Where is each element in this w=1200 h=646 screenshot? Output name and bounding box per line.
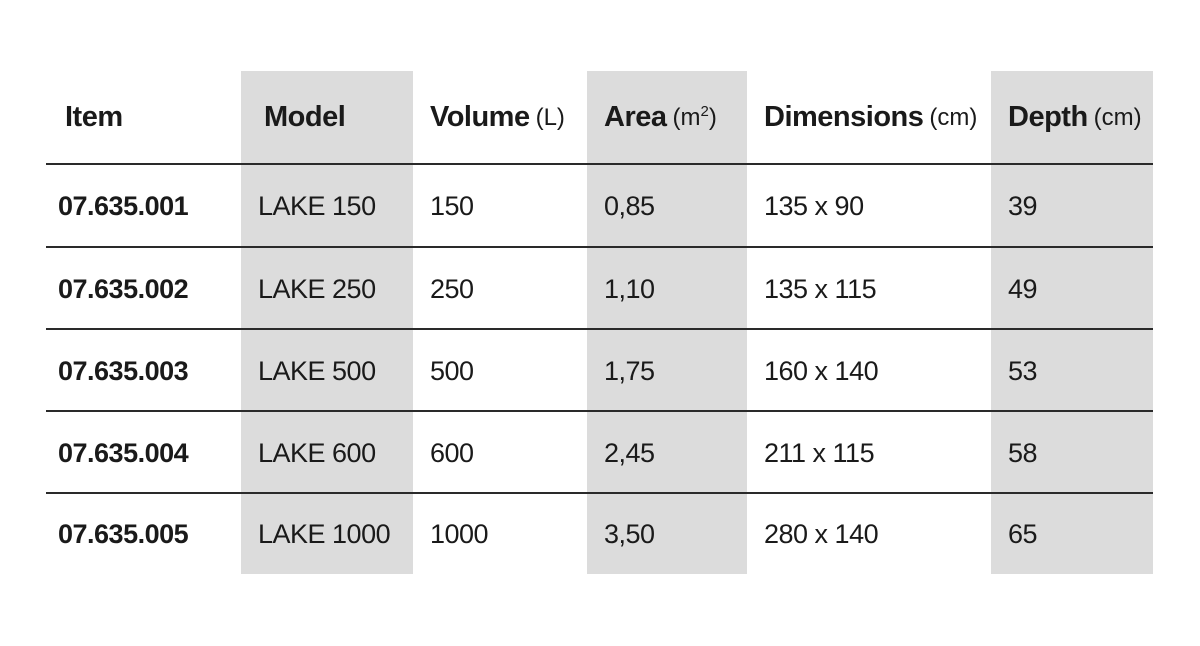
cell-item: 07.635.003 xyxy=(58,355,189,386)
cell-area: 0,85 xyxy=(604,190,655,221)
table-row: 07.635.005 LAKE 1000 1000 3,50 280 x 140… xyxy=(46,494,1153,574)
table-row: 07.635.001 LAKE 150 150 0,85 135 x 90 39 xyxy=(46,165,1153,247)
cell-depth: 58 xyxy=(1008,437,1038,468)
cell-item: 07.635.005 xyxy=(58,518,189,549)
model-column-shade xyxy=(241,71,413,574)
cell-area: 2,45 xyxy=(604,437,655,468)
cell-item: 07.635.001 xyxy=(58,190,189,221)
cell-volume: 150 xyxy=(430,190,474,221)
cell-area: 1,75 xyxy=(604,355,655,386)
table-row: 07.635.004 LAKE 600 600 2,45 211 x 115 5… xyxy=(46,412,1153,494)
table-row: 07.635.002 LAKE 250 250 1,10 135 x 115 4… xyxy=(46,248,1153,330)
cell-dimensions: 211 x 115 xyxy=(764,437,875,468)
cell-item: 07.635.004 xyxy=(58,437,189,468)
header-area: Area (m2) xyxy=(604,101,717,133)
cell-item: 07.635.002 xyxy=(58,273,189,304)
header-divider xyxy=(46,163,1153,165)
cell-area: 1,10 xyxy=(604,273,655,304)
table-header: Item Model Volume (L) Area (m2) Dimensions… xyxy=(46,71,1153,164)
cell-depth: 49 xyxy=(1008,273,1038,304)
table-row: 07.635.003 LAKE 500 500 1,75 160 x 140 5… xyxy=(46,330,1153,412)
header-volume: Volume (L) xyxy=(430,101,565,133)
cell-area: 3,50 xyxy=(604,518,655,549)
product-table: Item Model Volume (L) Area (m2) Dimensions… xyxy=(46,71,1153,574)
row-divider xyxy=(46,492,1153,494)
volume-unit: (L) xyxy=(535,103,565,131)
cell-model: LAKE 250 xyxy=(258,273,376,304)
area-column-shade xyxy=(587,71,747,574)
header-dimensions: Dimensions (cm) xyxy=(764,101,978,133)
row-divider xyxy=(46,246,1153,248)
area-unit: (m2) xyxy=(672,103,717,131)
cell-volume: 500 xyxy=(430,355,474,386)
cell-dimensions: 135 x 90 xyxy=(764,190,864,221)
cell-model: LAKE 1000 xyxy=(258,518,391,549)
depth-unit: (cm) xyxy=(1093,103,1142,131)
cell-model: LAKE 600 xyxy=(258,437,376,468)
cell-volume: 1000 xyxy=(430,518,489,549)
dimensions-unit: (cm) xyxy=(929,103,978,131)
cell-model: LAKE 150 xyxy=(258,190,376,221)
cell-volume: 250 xyxy=(430,273,474,304)
cell-depth: 39 xyxy=(1008,190,1038,221)
cell-volume: 600 xyxy=(430,437,474,468)
cell-dimensions: 160 x 140 xyxy=(764,355,879,386)
cell-model: LAKE 500 xyxy=(258,355,376,386)
cell-dimensions: 135 x 115 xyxy=(764,273,877,304)
depth-column-shade xyxy=(991,71,1153,574)
header-depth: Depth (cm) xyxy=(1008,101,1142,133)
cell-dimensions: 280 x 140 xyxy=(764,518,879,549)
cell-depth: 65 xyxy=(1008,518,1038,549)
header-model: Model xyxy=(264,101,346,133)
row-divider xyxy=(46,410,1153,412)
row-divider xyxy=(46,328,1153,330)
cell-depth: 53 xyxy=(1008,355,1038,386)
header-item: Item xyxy=(65,101,123,133)
